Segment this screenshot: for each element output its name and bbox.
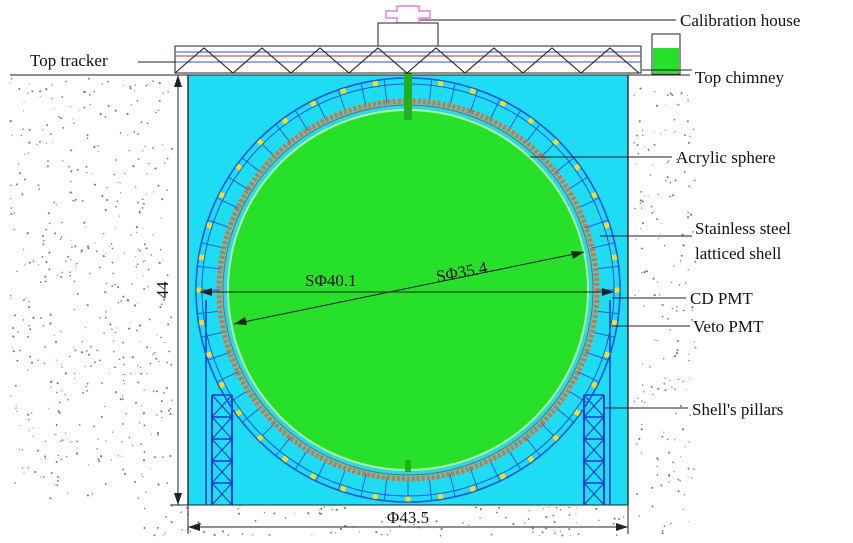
label-top-tracker: Top tracker: [30, 51, 108, 70]
height-dimension: 44: [153, 281, 172, 299]
sphere-diameter-diagonal: [233, 251, 585, 325]
outer-sphere-dimension: SΦ40.1: [305, 271, 357, 290]
width-arrow-left: [188, 523, 200, 531]
arrowhead-right: [602, 288, 614, 296]
arrowhead-diag-right: [571, 251, 584, 259]
left-pillar: [205, 300, 233, 506]
height-arrow-bottom: [174, 493, 182, 505]
label-shells-pillars: Shell's pillars: [692, 400, 783, 419]
rock-texture: [9, 77, 697, 537]
label-acrylic-sphere: Acrylic sphere: [676, 148, 776, 167]
label-latticed-shell: latticed shell: [695, 244, 782, 263]
pool-diameter-dimension: Φ43.5: [387, 508, 429, 527]
height-arrow-top: [174, 75, 182, 87]
calibration-house-base: [377, 22, 439, 47]
width-arrow-right: [616, 523, 628, 531]
right-pillar: [583, 300, 611, 506]
arrowhead-diag-left: [234, 317, 247, 325]
chimney-tank-fill: [653, 48, 679, 73]
label-veto-pmt: Veto PMT: [693, 317, 764, 336]
acrylic-sphere: [227, 109, 589, 471]
arrowhead-left: [200, 288, 212, 296]
top-chimney: [404, 32, 412, 120]
veto-pmts: [196, 78, 620, 502]
label-calibration-house: Calibration house: [680, 11, 800, 30]
label-top-chimney: Top chimney: [695, 68, 784, 87]
label-stainless-steel: Stainless steel: [695, 219, 791, 238]
top-tracker: [174, 45, 642, 74]
chimney-bottom-stub: [405, 460, 411, 472]
label-cd-pmt: CD PMT: [690, 289, 753, 308]
